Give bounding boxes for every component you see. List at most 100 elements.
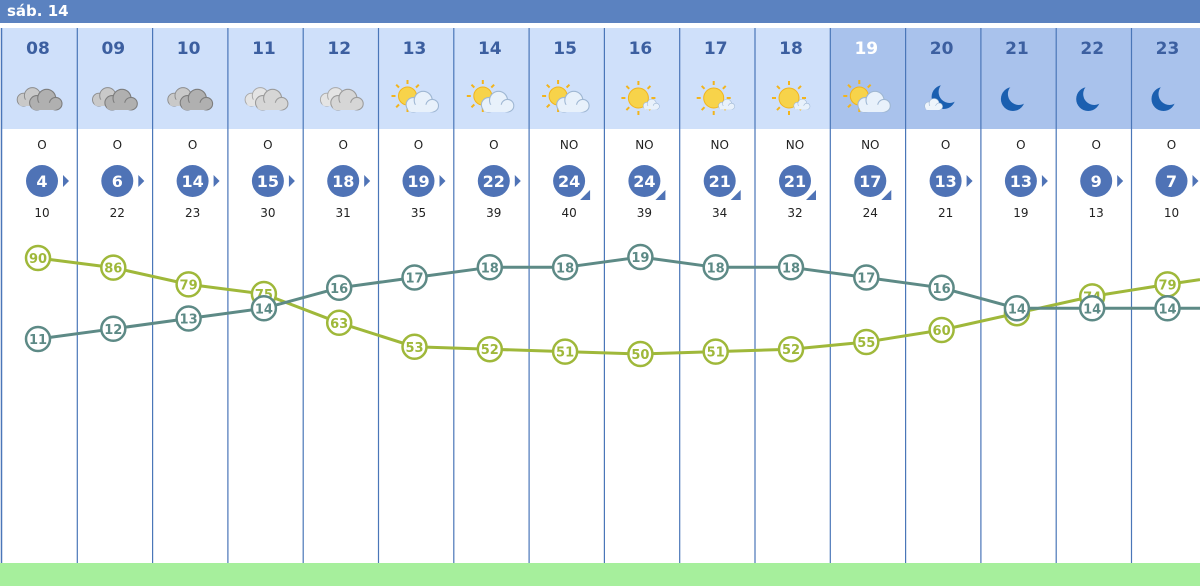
day-header-bar: sáb. 14 [0, 0, 1200, 23]
wind-arrow-icon [439, 175, 446, 187]
humidity-point [928, 316, 955, 344]
wind-direction: O [941, 138, 950, 152]
wind-direction: O [489, 138, 498, 152]
humidity-point [627, 340, 654, 368]
column-header-bg-08 [2, 28, 78, 129]
wind-speed-circle [854, 165, 887, 197]
temperature-value: 18 [556, 261, 574, 276]
column-header-bg-16 [604, 28, 680, 129]
wind-gust: 13 [1089, 206, 1104, 220]
hour-label: 22 [1080, 39, 1104, 59]
wind-speed-circle [402, 165, 435, 197]
wind-direction: O [113, 138, 122, 152]
column-header-bg-15 [529, 28, 605, 129]
hour-label: 10 [177, 39, 201, 59]
temperature-point [476, 254, 504, 281]
temperature-point [1003, 295, 1031, 322]
humidity-value: 52 [782, 343, 800, 358]
wind-arrow-icon [881, 190, 892, 200]
wind-direction: NO [560, 138, 578, 152]
humidity-value: 52 [481, 343, 499, 358]
temperature-point [627, 243, 654, 271]
moon-icon [1076, 83, 1106, 111]
wind-arrow-icon [364, 175, 371, 187]
wind-speed-circle [26, 165, 58, 197]
moon-icon [1000, 83, 1030, 111]
wind-arrow-icon [1041, 175, 1048, 187]
hour-label: 12 [327, 39, 351, 59]
hour-label: 09 [101, 39, 125, 59]
hour-label: 21 [1005, 39, 1029, 59]
wind-gust: 30 [260, 206, 275, 220]
wind-speed-circle [553, 165, 586, 197]
column-dividers [0, 28, 1133, 586]
wind-speed: 21 [709, 172, 731, 191]
column-header-bg-12 [303, 28, 379, 129]
temperature-point [1154, 295, 1181, 322]
hour-headers: 08 09 10 11 12 13 14 15 16 17 18 19 20 21 22 23 [16, 39, 1181, 115]
column-header-bg-17 [679, 28, 755, 129]
wind-speed: 22 [483, 172, 505, 191]
humidity-value: 60 [933, 324, 951, 339]
column-backgrounds [2, 28, 1200, 129]
column-header-bg-20 [905, 28, 981, 129]
sun-cloud-icon [843, 80, 891, 113]
hour-label: 19 [854, 39, 878, 59]
wind-direction: NO [635, 138, 653, 152]
temperature-value: 14 [255, 302, 273, 317]
wind-arrow-icon [63, 175, 69, 187]
temperature-value: 18 [782, 261, 800, 276]
temperature-point [1078, 295, 1106, 322]
wind-speed: 13 [1010, 172, 1032, 191]
wind-direction: O [1091, 138, 1100, 152]
sun-icon [696, 81, 735, 115]
temperature-point [551, 254, 579, 281]
hour-label: 15 [553, 39, 577, 59]
temperature-value: 17 [857, 272, 875, 287]
wind-speed-circle [628, 165, 661, 197]
humidity-point [702, 338, 729, 365]
wind-speed-circle [929, 165, 962, 197]
column-header-bg-10 [152, 28, 228, 129]
cloud-icon [92, 87, 138, 111]
wind-direction: O [338, 138, 347, 152]
temperature-line [37, 255, 1200, 341]
wind-direction: NO [786, 138, 804, 152]
hour-label: 14 [478, 39, 502, 59]
temperature-value: 14 [1158, 302, 1176, 317]
temperature-value: 18 [707, 261, 725, 276]
column-header-bg-22 [1056, 28, 1132, 129]
temperature-point [325, 274, 353, 302]
wind-speed: 6 [112, 172, 123, 191]
humidity-point [551, 338, 579, 365]
wind-direction: NO [710, 138, 728, 152]
wind-arrow-icon [966, 175, 973, 187]
wind-gust: 32 [787, 206, 802, 220]
sun-cloud-icon [542, 80, 590, 113]
cloud-icon [16, 87, 63, 111]
temperature-point [853, 264, 880, 291]
hour-label: 23 [1156, 39, 1180, 59]
moon-icon [1151, 83, 1181, 111]
humidity-value: 53 [405, 341, 423, 356]
wind-gust: 39 [637, 206, 652, 220]
temperature-value: 11 [29, 333, 47, 348]
humidity-value: 51 [707, 346, 725, 361]
column-header-bg-21 [980, 28, 1057, 129]
hour-label: 18 [779, 39, 803, 59]
wind-speed-circle [1155, 165, 1188, 197]
temperature-point [100, 315, 127, 343]
wind-speed: 24 [633, 172, 655, 191]
bottom-strip [0, 563, 1200, 586]
temperature-point [777, 254, 805, 281]
wind-speed-circle [327, 165, 360, 197]
sun-cloud-icon [466, 80, 515, 113]
column-header-bg-14 [453, 28, 530, 129]
humidity-value: 55 [857, 336, 875, 351]
humidity-point [100, 254, 127, 281]
wind-speed-circle [779, 165, 811, 197]
column-header-bg-23 [1131, 28, 1200, 129]
wind-gust: 39 [486, 206, 501, 220]
sun-icon [772, 81, 811, 115]
wind-arrow-icon [580, 190, 591, 200]
